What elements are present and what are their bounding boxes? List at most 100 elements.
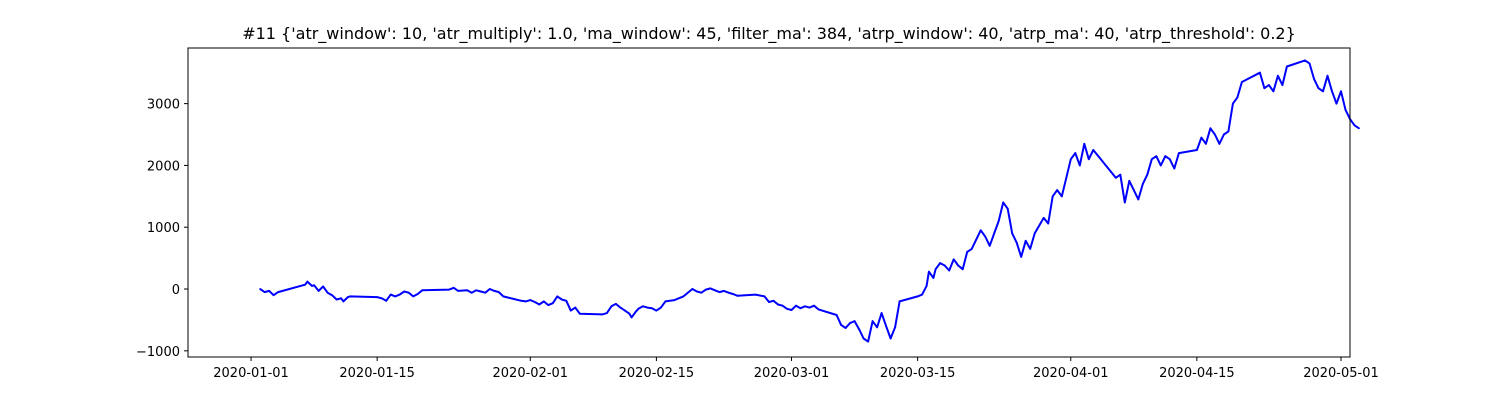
data-point [479, 290, 482, 293]
data-point [1340, 90, 1342, 93]
data-point [1344, 108, 1347, 111]
data-point [862, 337, 865, 340]
data-point [718, 291, 721, 293]
data-point [1317, 87, 1320, 90]
data-point [849, 322, 851, 324]
data-point [335, 298, 338, 301]
x-tick-label: 2020-03-15 [880, 366, 956, 381]
data-point [1132, 189, 1135, 192]
data-point [1020, 256, 1023, 258]
data-point [538, 303, 541, 306]
data-point [1168, 158, 1171, 161]
data-point [754, 293, 757, 296]
data-point [1006, 207, 1009, 210]
data-point [624, 309, 626, 312]
data-point [1263, 87, 1266, 90]
data-point [952, 258, 955, 261]
plot-area [188, 48, 1350, 357]
data-point [939, 262, 941, 264]
data-point [1137, 198, 1140, 201]
y-tick-label: 0 [172, 283, 180, 298]
data-point [1196, 149, 1198, 151]
data-point [551, 302, 554, 305]
data-point [475, 289, 478, 292]
data-point [421, 289, 424, 292]
data-point [259, 288, 261, 290]
data-point [385, 299, 388, 302]
data-point [799, 307, 802, 310]
data-point [1205, 142, 1207, 145]
data-point [1114, 176, 1117, 179]
data-point [619, 306, 622, 309]
data-point [1024, 239, 1027, 242]
data-point [628, 312, 631, 315]
data-point [1173, 167, 1176, 170]
x-tick-label: 2020-02-01 [493, 366, 569, 381]
data-point [777, 303, 779, 306]
data-point [470, 291, 473, 294]
data-point [763, 295, 766, 298]
data-point [1335, 102, 1338, 105]
data-point [565, 299, 568, 302]
data-point [1358, 127, 1360, 130]
data-point [1281, 84, 1284, 86]
data-point [1078, 164, 1081, 167]
data-point [673, 299, 676, 301]
data-point [700, 291, 703, 294]
data-point [813, 304, 815, 307]
data-point [786, 307, 788, 310]
data-point [1308, 62, 1311, 65]
data-point [403, 290, 406, 293]
data-point [934, 268, 937, 271]
data-point [898, 300, 901, 303]
data-point [606, 312, 608, 314]
x-tick-label: 2020-04-01 [1033, 366, 1109, 381]
data-point [682, 295, 685, 298]
data-point [635, 310, 637, 313]
data-point [1218, 142, 1221, 145]
data-point [984, 235, 987, 238]
data-point [646, 306, 649, 309]
data-point [1033, 232, 1036, 235]
data-point [921, 293, 923, 296]
data-point [997, 220, 1000, 222]
data-point [655, 309, 658, 312]
data-point [263, 291, 266, 293]
x-tick-label: 2020-02-15 [619, 366, 695, 381]
data-point [709, 287, 712, 290]
data-point [853, 320, 856, 323]
data-point [1236, 96, 1239, 99]
data-point [529, 299, 532, 301]
data-point [1331, 90, 1333, 93]
data-point [380, 297, 383, 300]
data-point [943, 264, 946, 267]
data-point [1232, 102, 1234, 105]
data-point [808, 306, 811, 309]
data-point [1042, 217, 1045, 219]
data-point [664, 300, 667, 303]
data-point [840, 324, 842, 326]
data-point [466, 289, 469, 292]
data-point [1083, 142, 1086, 145]
data-point [281, 290, 284, 292]
data-point [928, 270, 930, 273]
data-point [889, 337, 892, 340]
x-tick-label: 2020-04-15 [1159, 366, 1235, 381]
data-point [1146, 173, 1149, 176]
data-point [768, 301, 770, 303]
data-point [326, 291, 329, 294]
data-point [376, 296, 379, 298]
data-point [493, 290, 496, 292]
chart-title: #11 {'atr_window': 10, 'atr_multiply': 1… [242, 24, 1296, 44]
data-point [736, 294, 739, 297]
y-tick-label: 2000 [147, 159, 180, 174]
data-point [1150, 158, 1153, 161]
y-tick-label: −1000 [136, 345, 180, 360]
data-point [1313, 78, 1315, 80]
data-point [1259, 71, 1261, 74]
data-layer [259, 59, 1360, 343]
data-point [1069, 158, 1072, 161]
data-point [311, 285, 313, 287]
data-point [925, 285, 928, 287]
data-point [574, 306, 577, 309]
